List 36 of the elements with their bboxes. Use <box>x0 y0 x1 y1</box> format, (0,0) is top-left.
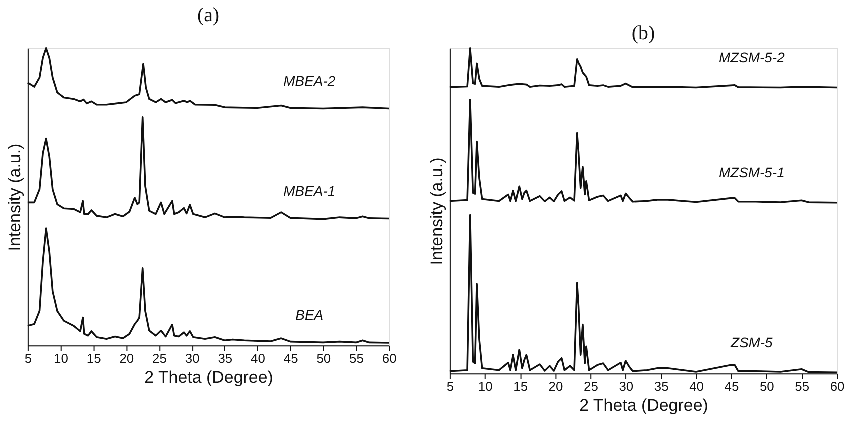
x-tick-label: 15 <box>86 351 102 366</box>
x-tick-label: 5 <box>446 379 454 394</box>
series-label: MZSM-5-2 <box>718 49 786 66</box>
y-axis-title: Intensity (a.u.) <box>427 158 446 266</box>
series-label: MBEA-2 <box>284 72 336 89</box>
x-tick-label: 40 <box>690 379 704 394</box>
x-tick-label: 50 <box>760 379 774 394</box>
series-label: BEA <box>296 307 324 324</box>
x-tick-label: 25 <box>152 351 167 366</box>
x-axis-title: 2 Theta (Degree) <box>580 396 708 416</box>
x-tick-label: 45 <box>284 351 298 366</box>
chart-title: (a) <box>197 4 220 27</box>
x-tick-label: 55 <box>795 379 810 394</box>
x-tick-label: 25 <box>584 379 598 394</box>
y-axis-title: Intensity (a.u.) <box>5 144 24 252</box>
x-tick-label: 55 <box>350 351 364 366</box>
x-tick-label: 60 <box>382 351 397 366</box>
x-tick-label: 35 <box>218 351 233 366</box>
x-tick-label: 30 <box>619 379 634 394</box>
series-label: MBEA-1 <box>284 182 336 199</box>
x-tick-label: 60 <box>830 379 845 394</box>
x-tick-label: 50 <box>316 351 332 366</box>
x-tick-label: 5 <box>24 351 32 366</box>
x-axis-title: 2 Theta (Degree) <box>144 368 274 388</box>
x-tick-label: 40 <box>251 351 266 366</box>
x-tick-label: 10 <box>54 351 68 366</box>
chart-title: (b) <box>632 22 656 44</box>
x-tick-label: 10 <box>478 379 493 394</box>
x-tick-label: 45 <box>724 379 740 394</box>
x-tick-label: 35 <box>654 379 669 394</box>
series-label: MZSM-5-1 <box>718 164 785 181</box>
x-tick-label: 20 <box>548 379 564 394</box>
x-tick-label: 30 <box>185 351 200 366</box>
x-tick-label: 20 <box>120 351 134 366</box>
x-tick-label: 15 <box>514 379 528 394</box>
series-label: ZSM-5 <box>730 334 774 350</box>
